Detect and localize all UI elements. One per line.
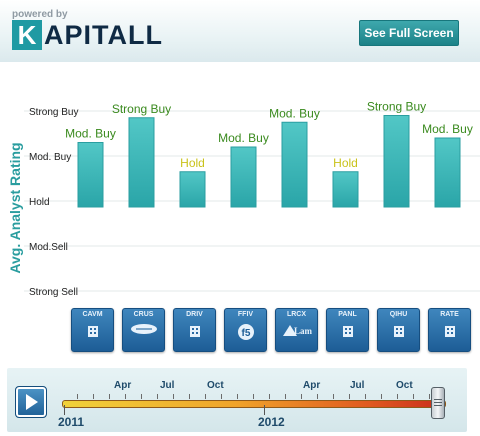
- svg-text:f5: f5: [241, 328, 250, 339]
- timeline-tick: [285, 394, 286, 399]
- timeline-month-label: Jul: [160, 380, 175, 391]
- timeline-tick: [381, 394, 382, 399]
- timeline-month-label: Oct: [396, 380, 413, 391]
- bar-label: Hold: [333, 156, 358, 170]
- timeline-tick: [301, 394, 302, 399]
- play-button[interactable]: [15, 386, 47, 418]
- ticker-button-lrcx[interactable]: LRCX Lam: [275, 308, 318, 352]
- ticker-symbol: QIHU: [389, 311, 408, 318]
- ticker-symbol: DRIV: [186, 311, 203, 318]
- see-full-screen-button[interactable]: See Full Screen: [359, 20, 459, 46]
- timeline-month-label: Oct: [207, 380, 224, 391]
- logo-k-mark: K: [12, 20, 42, 50]
- lam-logo-icon: Lam: [276, 323, 317, 337]
- timeline-month-label: Apr: [114, 380, 132, 391]
- play-icon: [26, 394, 38, 410]
- ticker-symbol: RATE: [440, 311, 459, 318]
- f5-logo-icon: f5: [225, 323, 266, 341]
- bar-label: Mod. Buy: [422, 122, 473, 136]
- ticker-button-crus[interactable]: CRUS: [122, 308, 165, 352]
- y-tick-label: Mod.Sell: [29, 242, 68, 253]
- timeline-tick: [333, 394, 334, 399]
- bar-label: Mod. Buy: [269, 106, 320, 120]
- ticker-button-ffiv[interactable]: FFIV f5: [224, 308, 267, 352]
- ticker-button-cavm[interactable]: CAVM: [71, 308, 114, 352]
- timeline-tick: [205, 394, 206, 399]
- bar-crus: [128, 117, 155, 208]
- timeline-tick: [253, 394, 254, 399]
- timeline-tick: [221, 394, 222, 399]
- timeline-year-tick: [264, 405, 265, 415]
- y-tick-label: Strong Sell: [29, 287, 78, 298]
- kapitall-logo: K APITALL: [12, 20, 163, 50]
- timeline-tick: [77, 394, 78, 399]
- ticker-symbol: CAVM: [82, 311, 103, 318]
- timeline-tick: [141, 394, 142, 399]
- timeline-tick: [397, 394, 398, 399]
- header: powered by K APITALL See Full Screen: [0, 0, 480, 62]
- ticker-symbol: PANL: [338, 311, 357, 318]
- timeline-year-label: 2012: [258, 415, 285, 429]
- bar-lrcx: [281, 121, 308, 208]
- logo-wordmark: APITALL: [44, 19, 163, 50]
- timeline-tick: [413, 394, 414, 399]
- bar-label: Mod. Buy: [65, 127, 116, 141]
- analyst-rating-chart: Strong Sell Mod.Sell Hold Mod. Buy Strong Bu…: [7, 100, 480, 298]
- ticker-button-qihu[interactable]: QIHU: [377, 308, 420, 352]
- ticker-buttons: CAVM CRUS DRIV FFIV f5 LRCX Lam PANL QIHU RATE: [0, 308, 480, 358]
- timeline-tick: [269, 394, 270, 399]
- timeline-tick: [125, 394, 126, 399]
- timeline-tick: [237, 394, 238, 399]
- bar-panl: [332, 171, 359, 208]
- powered-by-text: powered by: [12, 9, 68, 20]
- timeline-tick: [429, 394, 430, 399]
- y-tick-label: Hold: [29, 197, 50, 208]
- timeline-year-label: 2011: [58, 415, 85, 429]
- svg-text:Lam: Lam: [294, 326, 312, 336]
- bar-cavm: [77, 142, 104, 208]
- building-icon: [378, 323, 419, 337]
- ticker-button-rate[interactable]: RATE: [428, 308, 471, 352]
- ticker-symbol: CRUS: [133, 311, 154, 318]
- building-icon: [174, 323, 215, 337]
- timeline-tick: [365, 394, 366, 399]
- timeline-tick: [173, 394, 174, 399]
- bar-ffiv: [230, 146, 257, 208]
- timeline-track[interactable]: [62, 400, 446, 408]
- ticker-symbol: FFIV: [237, 311, 254, 318]
- timeline-year-tick: [64, 405, 65, 415]
- timeline-tick: [109, 394, 110, 399]
- timeline-panel: Apr Jul Oct Apr Jul Oct 2011 2012: [7, 368, 467, 432]
- bar-driv: [179, 171, 206, 208]
- building-icon: [327, 323, 368, 337]
- bar-rate: [434, 137, 461, 208]
- y-tick-label: Strong Buy: [29, 107, 78, 118]
- bar-qihu: [383, 115, 410, 208]
- ticker-symbol: LRCX: [286, 311, 307, 318]
- timeline-tick: [93, 394, 94, 399]
- timeline-tick: [189, 394, 190, 399]
- ticker-button-driv[interactable]: DRIV: [173, 308, 216, 352]
- timeline-tick: [157, 394, 158, 399]
- bar-label: Strong Buy: [112, 102, 171, 116]
- y-axis-label: Avg. Analyst Rating: [7, 142, 23, 273]
- timeline-slider-handle[interactable]: [431, 387, 445, 419]
- timeline-tick: [317, 394, 318, 399]
- bar-label: Hold: [180, 156, 205, 170]
- timeline-tick: [349, 394, 350, 399]
- bar-label: Strong Buy: [367, 100, 426, 114]
- building-icon: [72, 323, 113, 337]
- timeline-month-label: Apr: [303, 380, 321, 391]
- bar-label: Mod. Buy: [218, 131, 269, 145]
- ticker-button-panl[interactable]: PANL: [326, 308, 369, 352]
- timeline-month-label: Jul: [350, 380, 365, 391]
- cirrus-logo-icon: [123, 323, 164, 335]
- y-tick-label: Mod. Buy: [29, 152, 71, 163]
- building-icon: [429, 323, 470, 337]
